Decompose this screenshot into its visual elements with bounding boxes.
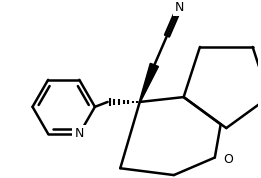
Text: N: N bbox=[75, 127, 84, 140]
Text: O: O bbox=[224, 153, 234, 166]
Polygon shape bbox=[139, 63, 158, 102]
Text: N: N bbox=[175, 1, 184, 14]
